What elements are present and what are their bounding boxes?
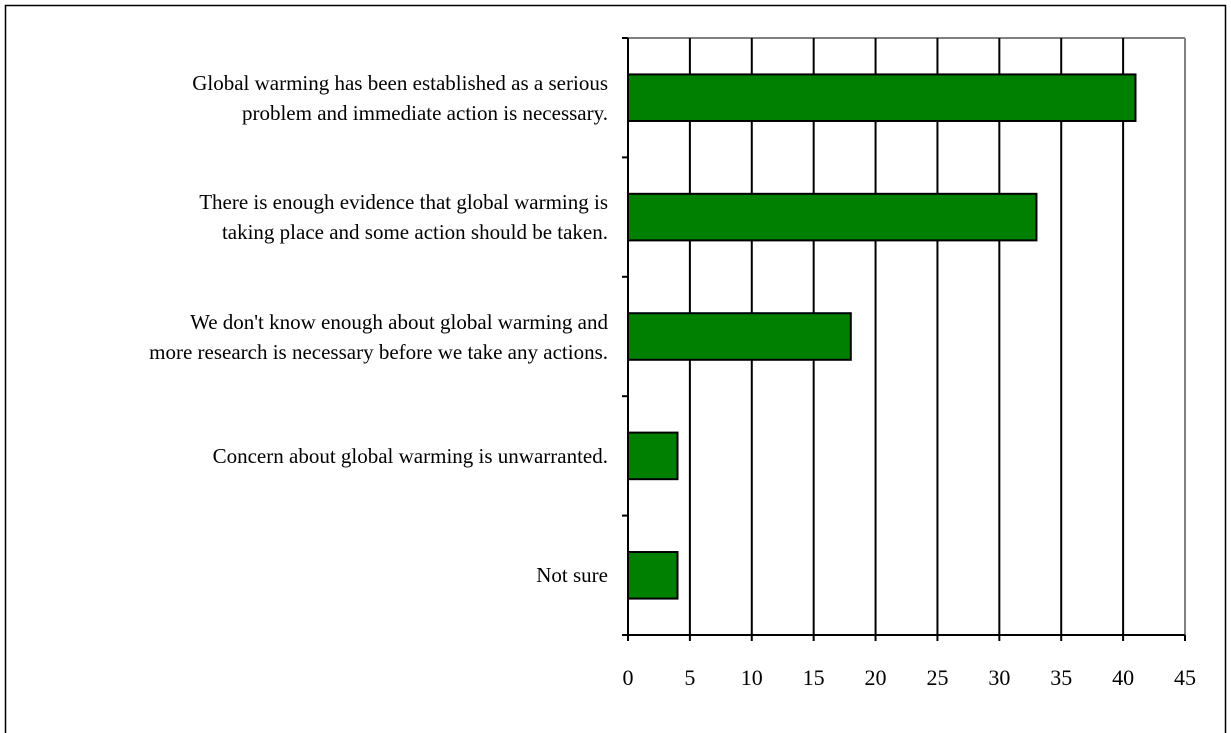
x-tick-label: 20 xyxy=(865,665,887,690)
x-tick-label: 0 xyxy=(623,665,634,690)
bar xyxy=(627,431,679,481)
frame xyxy=(4,4,1227,733)
y-tick-label: We don't know enough about global warmin… xyxy=(149,309,608,364)
x-tick-label: 45 xyxy=(1174,665,1196,690)
x-tick-label: 30 xyxy=(988,665,1010,690)
y-tick-label: Not sure xyxy=(536,563,608,588)
y-tick-label: Concern about global warming is unwarran… xyxy=(212,443,608,468)
x-tick-label: 40 xyxy=(1112,665,1134,690)
x-tick-label: 35 xyxy=(1050,665,1072,690)
x-tick-label: 25 xyxy=(926,665,948,690)
bar xyxy=(627,551,679,600)
x-tick-label: 10 xyxy=(741,665,763,690)
bar xyxy=(627,73,1137,122)
bar xyxy=(627,192,1038,242)
bar xyxy=(627,312,852,361)
y-tick-label: Global warming has been established as a… xyxy=(192,70,608,125)
y-tick-label: There is enough evidence that global war… xyxy=(199,190,608,245)
x-tick-label: 5 xyxy=(684,665,695,690)
x-tick-label: 15 xyxy=(803,665,825,690)
